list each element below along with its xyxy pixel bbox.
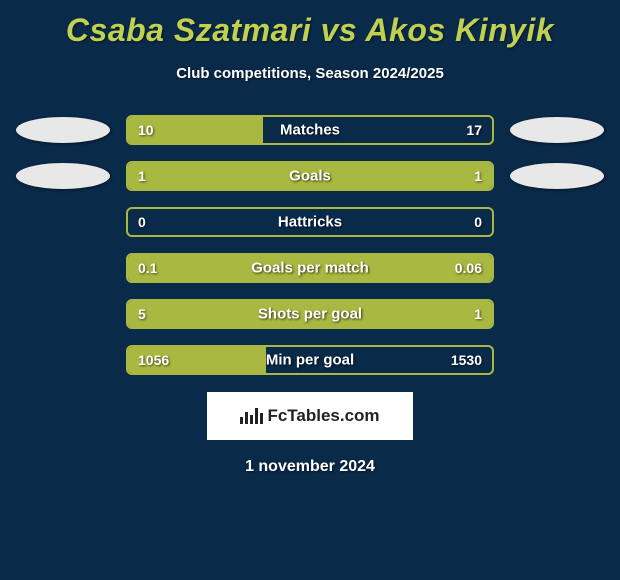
comparison-subtitle: Club competitions, Season 2024/2025 xyxy=(0,65,620,82)
stat-row: 1 1 Goals xyxy=(8,158,612,194)
stat-label: Goals xyxy=(289,168,331,185)
value-right: 1 xyxy=(474,306,482,322)
stat-bar: 1 1 Goals xyxy=(126,161,494,191)
stat-bar: 0.1 0.06 Goals per match xyxy=(126,253,494,283)
stat-row: 10 17 Matches xyxy=(8,112,612,148)
value-left: 10 xyxy=(138,122,154,138)
stat-row: 0 0 Hattricks xyxy=(8,204,612,240)
value-right: 1530 xyxy=(451,352,482,368)
stat-label: Matches xyxy=(280,122,340,139)
value-right: 0 xyxy=(474,214,482,230)
fctables-logo: FcTables.com xyxy=(240,406,379,426)
stats-chart: 10 17 Matches 1 1 Goals 0 0 Hattricks 0.1 0.06 Goal… xyxy=(0,112,620,378)
stat-row: 0.1 0.06 Goals per match xyxy=(8,250,612,286)
left-badge-slot xyxy=(8,117,118,143)
logo-bars-icon xyxy=(240,408,263,424)
stat-bar: 5 1 Shots per goal xyxy=(126,299,494,329)
stat-label: Goals per match xyxy=(251,260,369,277)
player-badge xyxy=(510,163,604,189)
right-badge-slot xyxy=(502,163,612,189)
player-badge xyxy=(16,163,110,189)
value-left: 1056 xyxy=(138,352,169,368)
value-left: 0 xyxy=(138,214,146,230)
comparison-title: Csaba Szatmari vs Akos Kinyik xyxy=(0,0,620,49)
value-right: 0.06 xyxy=(455,260,482,276)
fill-right xyxy=(310,163,492,189)
value-left: 0.1 xyxy=(138,260,157,276)
stat-row: 1056 1530 Min per goal xyxy=(8,342,612,378)
player-badge xyxy=(16,117,110,143)
logo-text: FcTables.com xyxy=(267,406,379,426)
stat-bar: 1056 1530 Min per goal xyxy=(126,345,494,375)
left-badge-slot xyxy=(8,163,118,189)
value-right: 17 xyxy=(466,122,482,138)
stat-bar: 0 0 Hattricks xyxy=(126,207,494,237)
stat-row: 5 1 Shots per goal xyxy=(8,296,612,332)
stat-label: Shots per goal xyxy=(258,306,362,323)
stat-label: Min per goal xyxy=(266,352,354,369)
right-badge-slot xyxy=(502,117,612,143)
stat-label: Hattricks xyxy=(278,214,342,231)
logo-box: FcTables.com xyxy=(207,392,413,440)
value-right: 1 xyxy=(474,168,482,184)
value-left: 5 xyxy=(138,306,146,322)
value-left: 1 xyxy=(138,168,146,184)
fill-left xyxy=(128,163,310,189)
player-badge xyxy=(510,117,604,143)
snapshot-date: 1 november 2024 xyxy=(0,458,620,476)
stat-bar: 10 17 Matches xyxy=(126,115,494,145)
